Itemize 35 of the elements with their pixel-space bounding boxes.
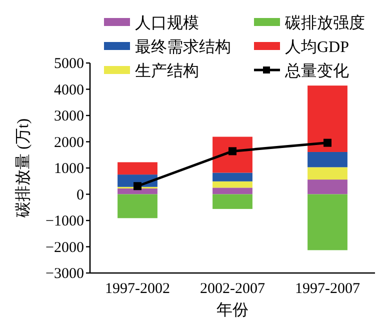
bar bbox=[212, 181, 252, 188]
y-tick-label: 5000 bbox=[54, 56, 84, 72]
y-tick-label: 2000 bbox=[54, 134, 84, 151]
bar bbox=[118, 162, 158, 175]
bar bbox=[212, 194, 252, 209]
point bbox=[134, 182, 142, 190]
bar bbox=[308, 180, 348, 194]
bar bbox=[118, 194, 158, 218]
y-tick-label: 0 bbox=[76, 187, 84, 204]
x-tick-label: 1997-2007 bbox=[295, 281, 360, 297]
y-tick-label: 1000 bbox=[54, 161, 84, 177]
legend-label: 人口规模 bbox=[135, 14, 199, 32]
legend-label: 最终需求结构 bbox=[135, 38, 231, 56]
y-axis-title: 碳排放量 (万t) bbox=[14, 118, 32, 219]
y-tick-label: 3000 bbox=[54, 108, 84, 124]
y-tick-label: −3000 bbox=[46, 266, 84, 282]
x-tick-label: 2002-2007 bbox=[200, 281, 266, 297]
bar bbox=[308, 194, 348, 250]
y-tick-label: −2000 bbox=[46, 240, 84, 256]
bar bbox=[118, 188, 158, 194]
bar bbox=[308, 86, 348, 152]
y-tick-label: −1000 bbox=[46, 214, 84, 230]
legend-label: 碳排放强度 bbox=[284, 14, 365, 32]
point bbox=[228, 147, 236, 156]
legend-label: 人均GDP bbox=[285, 39, 350, 56]
point bbox=[324, 138, 332, 147]
x-axis-title: 年份 bbox=[216, 302, 248, 319]
bar bbox=[212, 172, 252, 182]
x-tick-label: 1997-2002 bbox=[105, 281, 170, 297]
legend-label: 生产结构 bbox=[135, 62, 199, 80]
y-tick-label: 4000 bbox=[54, 82, 84, 98]
bar bbox=[308, 152, 348, 168]
bar bbox=[212, 188, 252, 194]
bar bbox=[308, 167, 348, 180]
legend-label: 总量变化 bbox=[284, 62, 349, 80]
